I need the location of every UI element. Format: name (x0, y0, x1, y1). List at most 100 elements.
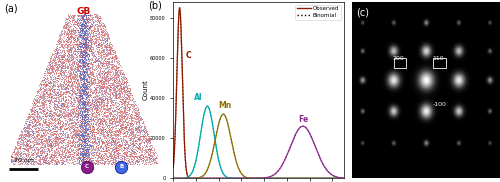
Point (21, 147, 29, 150)
Point (70, 73, 78, 76)
Point (83, 17, 91, 20)
Point (72, 62, 80, 64)
Point (68, 53, 76, 56)
Point (58, 54, 66, 57)
Point (108, 127, 116, 130)
Point (40, 132, 48, 135)
Point (74, 50, 82, 53)
Point (98, 86, 106, 89)
Point (65, 53, 73, 56)
Point (101, 103, 109, 106)
Point (108, 63, 116, 66)
Point (81, 82, 89, 85)
Point (85, 57, 93, 60)
Point (119, 82, 127, 85)
Point (30, 133, 38, 136)
Point (36, 107, 44, 110)
Point (70, 38, 78, 41)
Point (64, 112, 72, 115)
Point (104, 84, 112, 87)
Point (104, 146, 112, 149)
Point (108, 112, 116, 115)
Point (88, 99, 96, 102)
Point (100, 48, 108, 51)
Point (68, 41, 76, 44)
Point (68, 85, 76, 88)
Point (18, 159, 26, 162)
Point (91, 15, 99, 18)
Point (76, 93, 84, 96)
Point (104, 44, 112, 47)
Point (98, 72, 106, 75)
Point (98, 61, 106, 64)
Point (60, 147, 68, 150)
Point (84, 106, 92, 109)
Point (80, 23, 88, 25)
Point (122, 151, 130, 154)
Point (69, 57, 77, 60)
Point (131, 134, 139, 136)
Point (85, 106, 93, 109)
Point (86, 88, 94, 91)
Point (135, 137, 143, 140)
Point (30, 120, 38, 123)
Point (89, 55, 97, 58)
Point (74, 138, 82, 141)
Point (98, 24, 106, 27)
Point (106, 159, 114, 162)
Point (106, 62, 114, 65)
Point (133, 120, 141, 123)
Point (92, 124, 100, 126)
Point (86, 118, 94, 120)
Point (125, 158, 133, 161)
Point (101, 162, 109, 165)
Point (66, 71, 74, 74)
Point (77, 85, 85, 88)
Point (82, 128, 90, 131)
Point (39, 119, 47, 122)
Point (58, 78, 66, 81)
Point (90, 153, 98, 156)
Point (74, 66, 82, 69)
Point (115, 79, 123, 82)
Point (38, 78, 46, 81)
Point (74, 145, 82, 148)
Point (106, 55, 114, 58)
Point (51, 62, 59, 65)
Point (26, 119, 34, 122)
Point (96, 19, 104, 22)
Point (95, 50, 103, 53)
Point (142, 162, 150, 165)
Point (50, 82, 58, 85)
Point (144, 138, 152, 141)
Point (128, 146, 136, 149)
Point (56, 145, 64, 148)
Point (14, 142, 22, 145)
Point (10, 147, 18, 150)
Point (105, 48, 113, 51)
Point (80, 14, 88, 17)
Point (87, 122, 95, 125)
Point (50, 64, 58, 66)
Point (54, 41, 62, 43)
Point (64, 140, 72, 143)
Point (43, 139, 51, 142)
Point (55, 69, 63, 72)
Point (64, 101, 72, 104)
Point (76, 13, 84, 16)
Point (38, 156, 46, 159)
Point (84, 159, 92, 162)
Point (77, 61, 85, 64)
Point (115, 120, 123, 123)
Point (67, 74, 75, 76)
Point (80, 13, 88, 16)
Point (100, 90, 108, 93)
Point (44, 127, 52, 130)
Point (80, 49, 88, 52)
Point (94, 153, 102, 156)
Point (96, 60, 104, 62)
Point (50, 49, 58, 52)
Point (73, 83, 81, 86)
Point (46, 101, 54, 104)
Point (134, 146, 141, 149)
